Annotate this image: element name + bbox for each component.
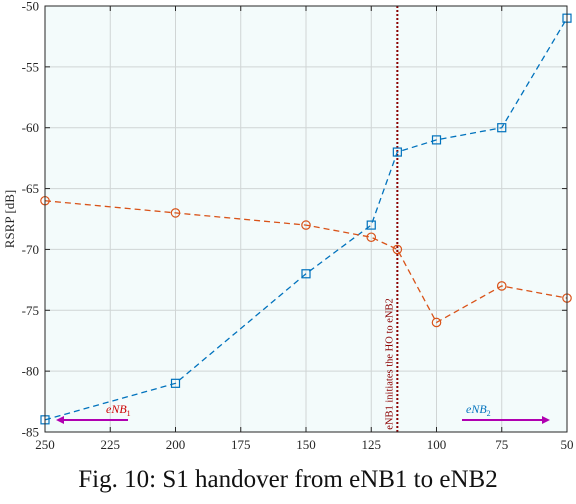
data-point xyxy=(392,147,402,157)
handover-marker: eNB1 initiates the HO to eNB2 xyxy=(384,6,399,432)
x-tick-label: 150 xyxy=(296,437,316,452)
x-tick-label: 250 xyxy=(35,437,55,452)
data-point xyxy=(366,232,377,243)
y-tick-label: -80 xyxy=(22,364,39,379)
y-tick-label: -85 xyxy=(22,425,39,440)
series-line xyxy=(44,17,568,421)
data-point xyxy=(431,317,442,328)
data-point xyxy=(301,269,311,279)
y-axis-label: RSRP [dB] xyxy=(2,190,17,248)
data-point xyxy=(497,123,507,133)
y-tick-label: -60 xyxy=(22,120,39,135)
enb1-label: eNB1 xyxy=(106,402,131,418)
enb2-label: eNB2 xyxy=(466,402,491,418)
series-line xyxy=(44,200,568,324)
y-tick-label: -65 xyxy=(22,181,39,196)
x-tick-label: 125 xyxy=(362,437,382,452)
handover-label: eNB1 initiates the HO to eNB2 xyxy=(384,298,395,430)
chart: eNB1 initiates the HO to eNB2 250 225 200 1… xyxy=(2,0,574,460)
y-tick-label: -55 xyxy=(22,59,39,74)
data-point xyxy=(170,378,181,388)
y-tick-label: -70 xyxy=(22,242,39,257)
x-tick-label: 225 xyxy=(101,437,121,452)
x-tick-label: 175 xyxy=(231,437,251,452)
data-point xyxy=(392,244,403,255)
x-tick-label: 100 xyxy=(427,437,447,452)
data-point xyxy=(301,220,311,230)
y-tick-label: -50 xyxy=(22,0,39,14)
x-tick-label: 200 xyxy=(166,437,186,452)
series-group xyxy=(40,13,572,425)
data-point xyxy=(431,135,442,145)
x-tick-label: 75 xyxy=(495,437,508,452)
annotations: eNB1 eNB2 xyxy=(56,402,550,424)
y-tick-label: -75 xyxy=(22,303,39,318)
grid xyxy=(45,6,567,432)
x-axis-label: Distance from eNB1 [meters] xyxy=(231,458,382,460)
data-point xyxy=(366,220,376,230)
data-point xyxy=(170,208,181,218)
x-tick-label: 50 xyxy=(561,437,574,452)
axis-ticks: 250 225 200 175 150 125 100 75 50 -85 -80 -75 -70 -65… xyxy=(22,0,574,452)
data-point xyxy=(496,281,507,291)
figure-caption: Fig. 10: S1 handover from eNB1 to eNB2 xyxy=(78,466,498,493)
